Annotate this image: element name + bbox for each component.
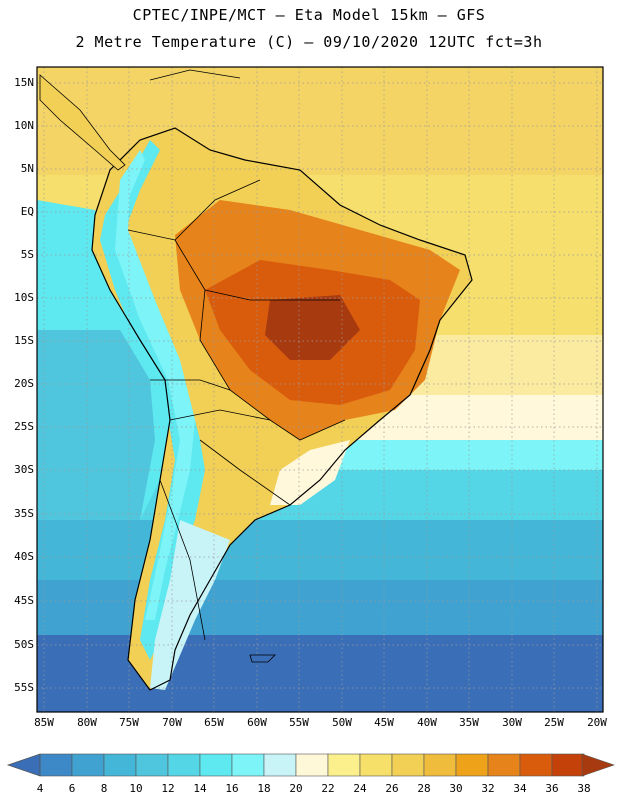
cbar-tick: 32 xyxy=(481,782,495,795)
cbar-tick: 26 xyxy=(385,782,399,795)
cbar-tick: 14 xyxy=(193,782,207,795)
colorbar-cell xyxy=(199,753,233,777)
cbar-tick: 38 xyxy=(577,782,591,795)
lon-label-60w: 60W xyxy=(247,716,267,729)
cbar-tick: 30 xyxy=(449,782,463,795)
lon-label-75w: 75W xyxy=(119,716,139,729)
lon-label-20w: 20W xyxy=(587,716,607,729)
uruguay-pampas xyxy=(270,440,350,505)
lon-label-30w: 30W xyxy=(502,716,522,729)
cbar-tick: 24 xyxy=(353,782,367,795)
map-frame xyxy=(36,66,604,713)
lat-label-35s: 35S xyxy=(14,507,34,520)
colorbar-cell xyxy=(519,753,553,777)
colorbar-cell xyxy=(423,753,457,777)
colorbar-cell xyxy=(71,753,105,777)
colorbar-high-arrow xyxy=(581,753,615,777)
colorbar-cell xyxy=(551,753,585,777)
lat-label-5s: 5S xyxy=(20,248,34,261)
cbar-tick: 4 xyxy=(36,782,44,795)
lat-label-eq: EQ xyxy=(20,205,34,218)
lat-label-40s: 40S xyxy=(14,550,34,563)
cbar-tick: 20 xyxy=(289,782,303,795)
patagonia xyxy=(150,520,230,690)
falkland-islands xyxy=(249,654,276,663)
lon-label-55w: 55W xyxy=(289,716,309,729)
cbar-tick: 22 xyxy=(321,782,335,795)
central-brazil-hottest xyxy=(265,295,360,360)
colorbar-low-arrow xyxy=(7,753,41,777)
central-america xyxy=(39,74,126,171)
colorbar-cell xyxy=(295,753,329,777)
lon-label-35w: 35W xyxy=(459,716,479,729)
lat-label-10s: 10S xyxy=(14,291,34,304)
cbar-tick: 36 xyxy=(545,782,559,795)
lon-label-65w: 65W xyxy=(204,716,224,729)
lat-label-20s: 20S xyxy=(14,377,34,390)
ocean-8c-band xyxy=(37,580,603,635)
lon-label-40w: 40W xyxy=(417,716,437,729)
country-borders xyxy=(127,179,346,641)
caribbean-islands xyxy=(149,69,241,81)
lat-label-30s: 30S xyxy=(14,463,34,476)
ocean-10c-band xyxy=(37,520,603,580)
title-line-1: CPTEC/INPE/MCT – Eta Model 15km – GFS xyxy=(132,6,486,24)
lon-label-85w: 85W xyxy=(34,716,54,729)
lat-label-5n: 5N xyxy=(20,162,34,175)
colorbar-cell xyxy=(359,753,393,777)
lon-label-45w: 45W xyxy=(374,716,394,729)
lat-label-55s: 55S xyxy=(14,681,34,694)
colorbar-cell xyxy=(103,753,137,777)
colorbar-cell xyxy=(455,753,489,777)
ocean-4c-band xyxy=(37,635,603,712)
cbar-tick: 6 xyxy=(68,782,76,795)
colorbar-cell xyxy=(263,753,297,777)
lon-label-70w: 70W xyxy=(162,716,182,729)
title-line-2: 2 Metre Temperature (C) – 09/10/2020 12U… xyxy=(75,33,543,51)
lat-label-45s: 45S xyxy=(14,594,34,607)
colorbar-cell xyxy=(327,753,361,777)
colorbar-cell xyxy=(487,753,521,777)
cbar-tick: 16 xyxy=(225,782,239,795)
lat-label-50s: 50S xyxy=(14,638,34,651)
lat-label-15n: 15N xyxy=(14,76,34,89)
lon-label-25w: 25W xyxy=(544,716,564,729)
colorbar-cells xyxy=(39,753,585,777)
colorbar-cell xyxy=(391,753,425,777)
colorbar-cell xyxy=(167,753,201,777)
lon-label-50w: 50W xyxy=(332,716,352,729)
colorbar xyxy=(7,753,615,777)
colorbar-cell xyxy=(39,753,73,777)
lat-label-25s: 25S xyxy=(14,420,34,433)
colorbar-cell xyxy=(135,753,169,777)
cbar-tick: 10 xyxy=(129,782,143,795)
cbar-tick: 8 xyxy=(100,782,108,795)
cbar-tick: 18 xyxy=(257,782,271,795)
lat-label-15s: 15S xyxy=(14,334,34,347)
lon-label-80w: 80W xyxy=(77,716,97,729)
cbar-tick: 28 xyxy=(417,782,431,795)
temperature-map xyxy=(36,66,604,713)
lat-label-10n: 10N xyxy=(14,119,34,132)
coastline xyxy=(91,127,473,691)
map-field xyxy=(37,67,603,712)
cbar-tick: 12 xyxy=(161,782,175,795)
colorbar-cell xyxy=(231,753,265,777)
cbar-tick: 34 xyxy=(513,782,527,795)
